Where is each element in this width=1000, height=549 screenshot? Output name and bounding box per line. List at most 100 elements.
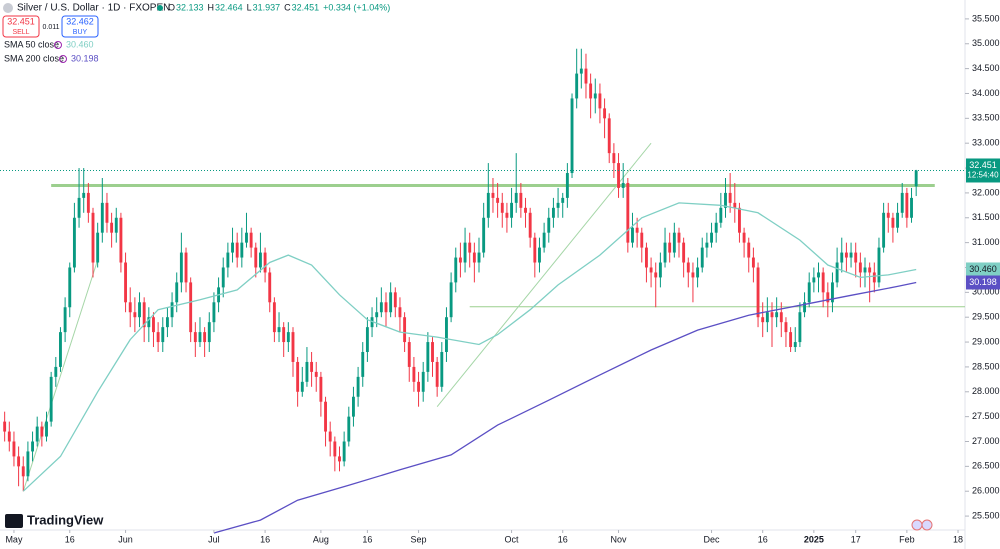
candle-body xyxy=(868,267,872,273)
y-tick-label: 29.000 xyxy=(972,336,1000,346)
candle-body xyxy=(584,68,588,84)
candle-body xyxy=(784,322,788,333)
buy-price: 32.462 xyxy=(66,16,94,26)
candle-body xyxy=(765,312,769,323)
event-flag[interactable] xyxy=(921,519,933,531)
x-tick-label: Dec xyxy=(704,534,721,544)
candle-body xyxy=(686,262,690,273)
sma-line xyxy=(22,202,917,492)
candle-body xyxy=(807,282,811,303)
candle-body xyxy=(556,202,560,208)
candle-body xyxy=(231,242,234,253)
candle-body xyxy=(570,98,574,174)
x-tick-label: 16 xyxy=(558,534,568,544)
candle-body xyxy=(100,202,104,233)
candle-body xyxy=(203,332,207,343)
candle-body xyxy=(296,361,300,392)
candle-body xyxy=(905,192,909,218)
candle-body xyxy=(333,441,337,457)
candle-body xyxy=(45,421,48,437)
candle-body xyxy=(207,322,211,343)
quote-value: 32.451 xyxy=(292,2,320,12)
candle-body xyxy=(54,366,58,377)
sell-label: SELL xyxy=(12,29,29,36)
sma-badge-label: 30.198 xyxy=(969,277,997,287)
candle-body xyxy=(635,227,639,233)
candle-body xyxy=(184,252,188,283)
candle-body xyxy=(789,332,793,348)
candle-body xyxy=(482,217,486,253)
candle-body xyxy=(72,217,76,268)
event-flag[interactable] xyxy=(911,519,923,531)
brand-name: TradingView xyxy=(27,512,104,527)
candle-body xyxy=(519,192,523,208)
candle-body xyxy=(565,173,569,198)
candle-body xyxy=(844,252,848,258)
candle-body xyxy=(831,282,834,303)
y-tick-label: 31.000 xyxy=(972,237,1000,247)
candle-body xyxy=(728,192,732,203)
candle-body xyxy=(821,272,825,293)
candle-body xyxy=(379,302,383,313)
candle-body xyxy=(910,197,913,218)
candle-body xyxy=(193,332,197,343)
quote-value: 31.937 xyxy=(253,2,281,12)
candle-body xyxy=(840,252,844,263)
candle-body xyxy=(328,431,332,442)
quote-key: L xyxy=(247,2,252,12)
candle-body xyxy=(77,197,81,218)
candle-body xyxy=(896,212,900,228)
candle-body xyxy=(751,257,755,268)
y-tick-label: 28.500 xyxy=(972,361,1000,371)
candle-body xyxy=(161,327,165,343)
x-tick-label: Jul xyxy=(208,534,220,544)
candle-body xyxy=(189,282,193,333)
buy-label: BUY xyxy=(73,29,88,36)
y-tick-label: 31.500 xyxy=(972,212,1000,222)
candle-body xyxy=(277,327,281,333)
candle-body xyxy=(649,267,653,273)
quote-key: H xyxy=(208,2,215,12)
candle-body xyxy=(263,252,267,273)
candle-body xyxy=(538,247,541,263)
candle-body xyxy=(477,252,481,263)
candle-body xyxy=(91,212,95,263)
candle-body xyxy=(872,272,876,283)
candle-body xyxy=(40,426,44,437)
candle-body xyxy=(598,93,602,109)
candle-body xyxy=(142,302,146,328)
candle-body xyxy=(110,222,114,233)
candle-body xyxy=(21,466,25,477)
candle-body xyxy=(547,217,551,233)
candle-body xyxy=(3,421,7,432)
candle-body xyxy=(124,262,128,303)
x-tick-label: 2025 xyxy=(804,534,824,544)
candle-body xyxy=(505,212,509,218)
buy-button[interactable] xyxy=(61,15,99,38)
candle-body xyxy=(170,302,174,318)
candle-body xyxy=(542,232,546,248)
candle-body xyxy=(319,376,323,402)
candle-body xyxy=(533,237,537,263)
candle-body xyxy=(696,267,700,278)
candle-body xyxy=(849,252,853,258)
candle-body xyxy=(454,257,458,283)
candle-body xyxy=(756,267,760,318)
candle-body xyxy=(575,73,579,99)
candle-body xyxy=(491,192,495,198)
quote-key: C xyxy=(284,2,291,12)
candle-body xyxy=(640,232,644,248)
candle-body xyxy=(496,197,500,203)
sell-button[interactable] xyxy=(2,15,40,38)
candle-body xyxy=(305,361,309,382)
candle-body xyxy=(724,192,727,208)
y-tick-label: 28.000 xyxy=(972,386,1000,396)
y-tick-label: 25.500 xyxy=(972,510,1000,520)
candle-body xyxy=(198,332,202,343)
candle-body xyxy=(221,267,225,288)
drawing-line xyxy=(22,259,99,492)
candle-body xyxy=(240,242,244,258)
candle-body xyxy=(384,302,388,313)
candle-body xyxy=(593,93,597,99)
y-tick-label: 26.000 xyxy=(972,486,1000,496)
